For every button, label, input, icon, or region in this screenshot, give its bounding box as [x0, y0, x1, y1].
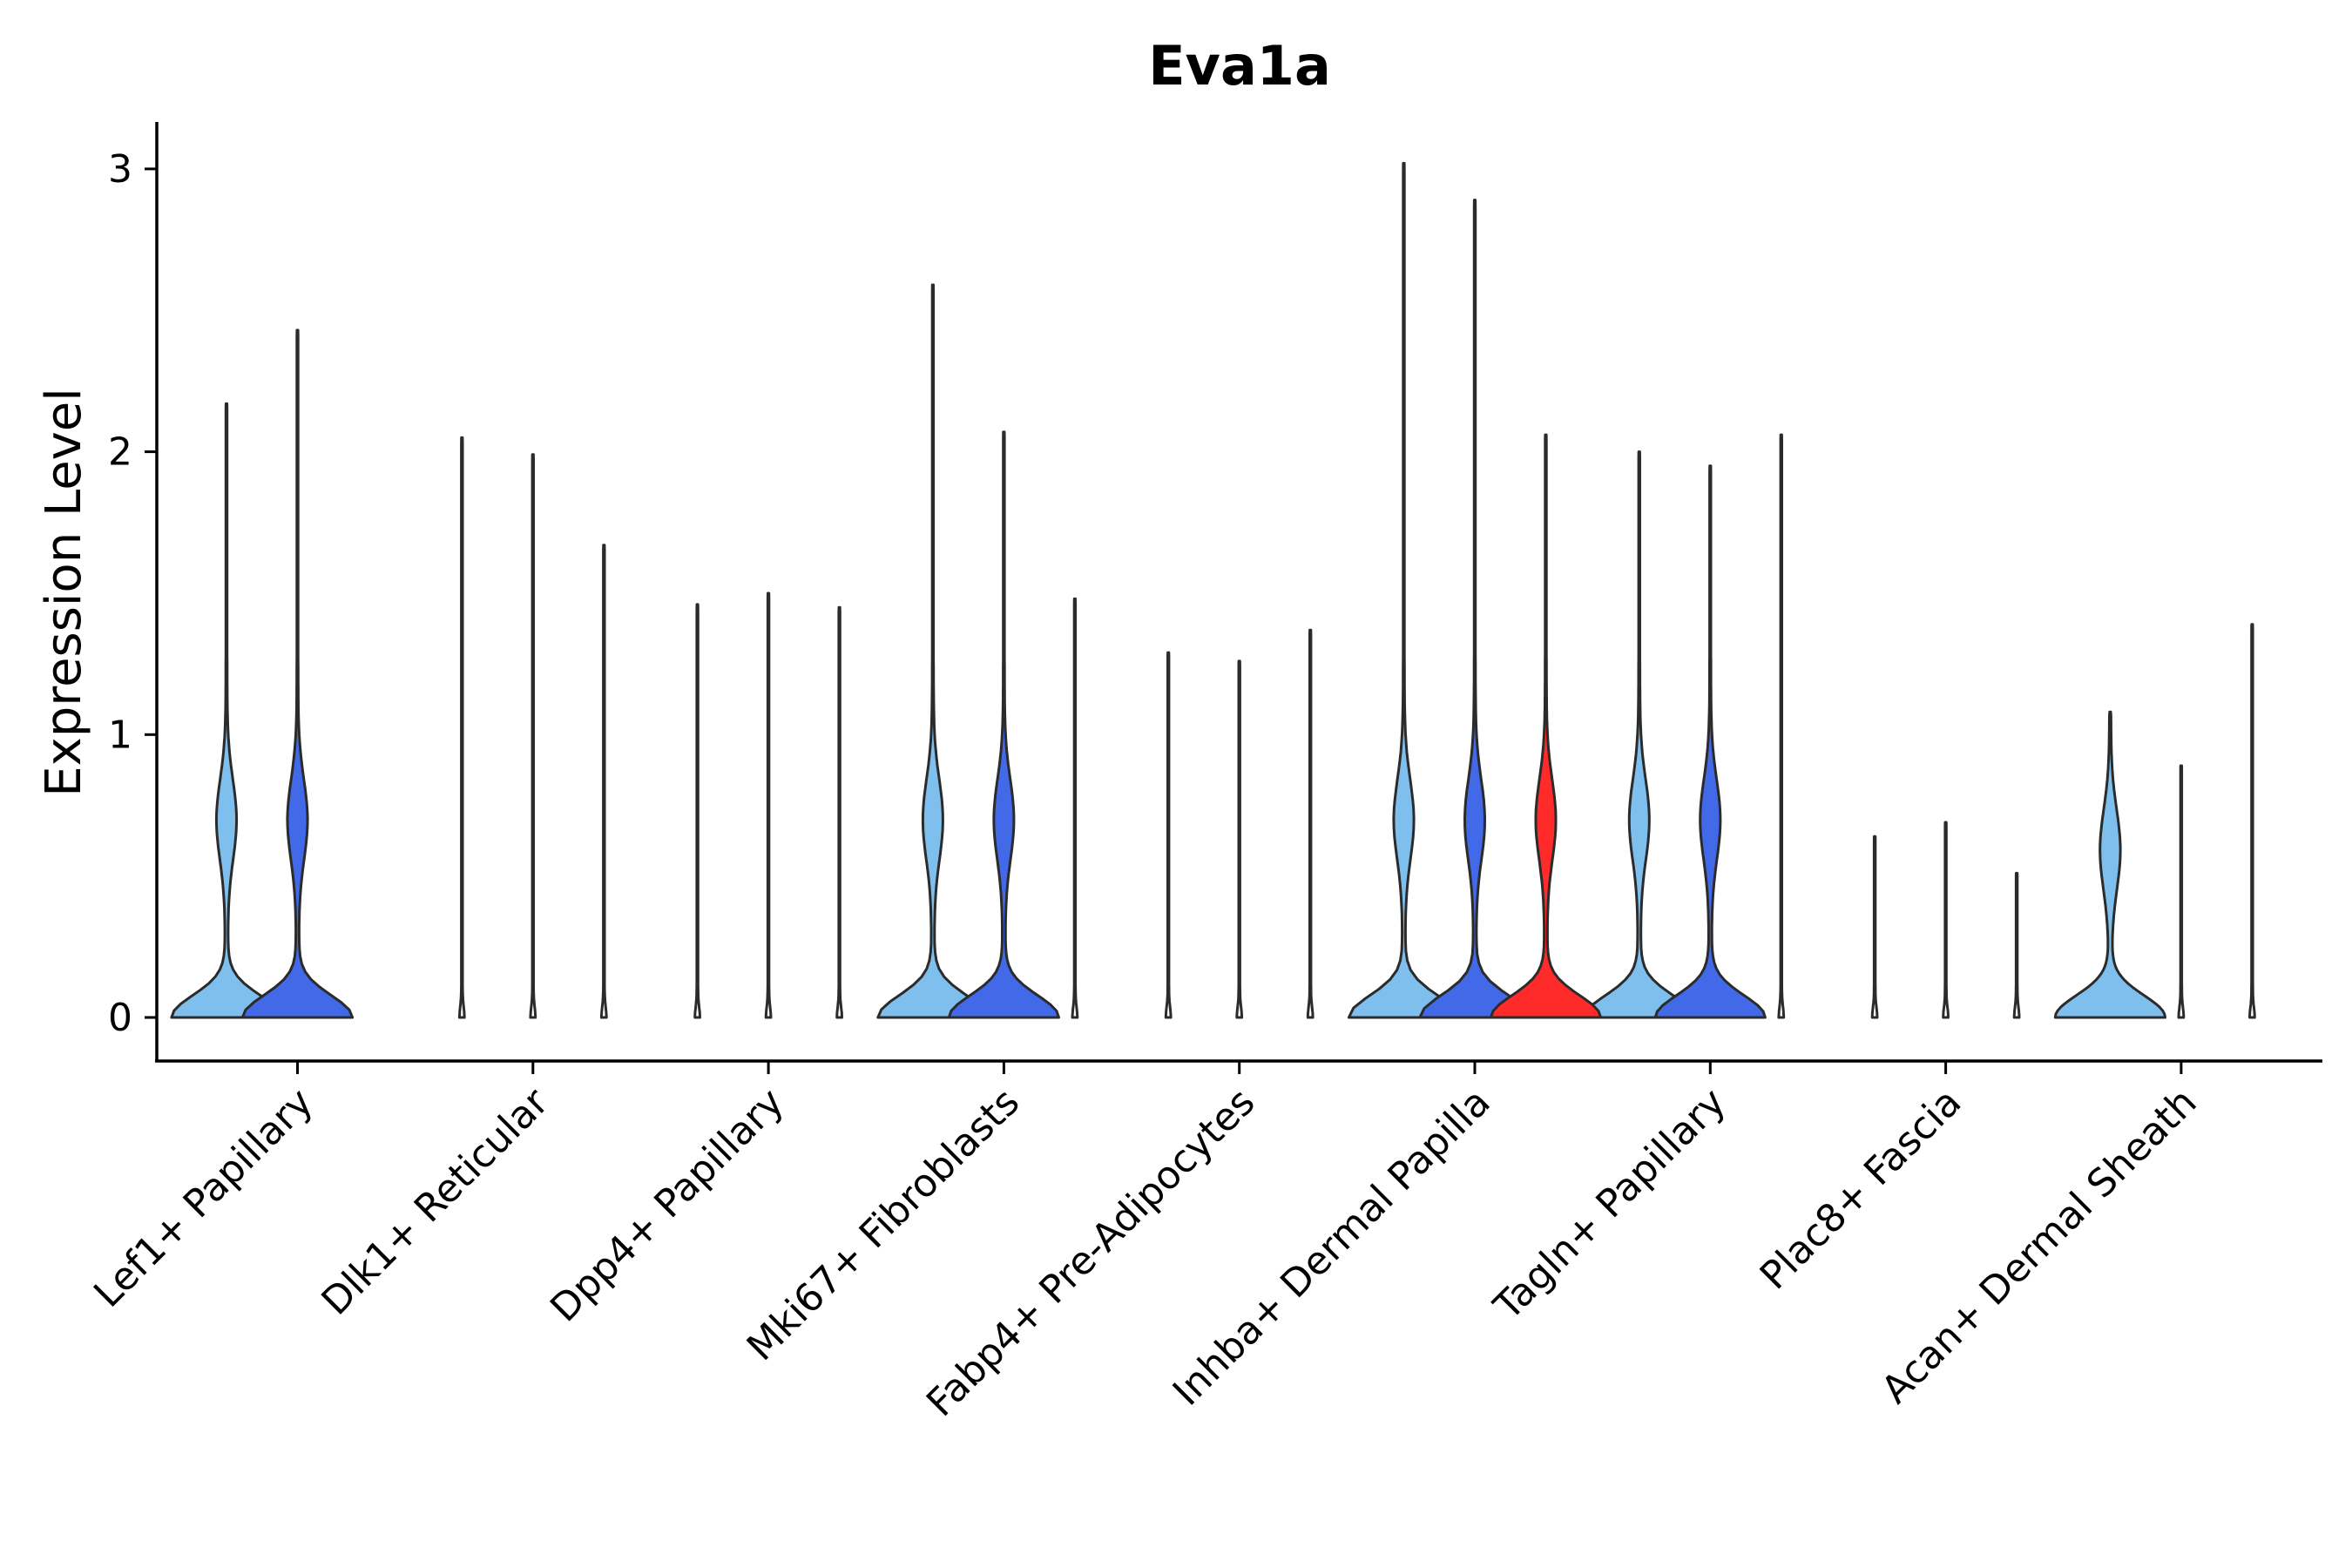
violin-sample_1-7 [1870, 835, 1879, 1019]
violin-sample_2-7 [1942, 821, 1950, 1019]
violin-sample_1-0 [170, 402, 283, 1019]
violin-sample_3-3 [1071, 597, 1079, 1019]
y-tick-label: 3 [108, 147, 132, 192]
violin-sample_1-4 [1164, 651, 1173, 1019]
y-tick-label: 0 [108, 996, 132, 1040]
y-tick-label: 1 [108, 713, 132, 757]
x-tick-label: Tagln+ Papillary [1485, 1080, 1734, 1329]
x-tick-label: Plac8+ Fascia [1752, 1080, 1970, 1299]
y-axis-label: Expression Level [36, 388, 92, 797]
violin-sample_1-2 [693, 603, 701, 1019]
violins-layer [170, 161, 2256, 1019]
violin-sample_2-5 [1418, 199, 1531, 1019]
violin-sample_2-8 [2177, 764, 2186, 1019]
violin-sample_2-0 [240, 328, 355, 1019]
violin-sample_2-3 [947, 430, 1060, 1019]
violin-sample_2-1 [529, 453, 537, 1019]
violin-sample_3-7 [2012, 871, 2021, 1019]
violin-sample_1-6 [1583, 450, 1696, 1019]
y-axis-ticks: 0 1 2 3 [108, 147, 157, 1040]
violin-sample_3-4 [1306, 628, 1315, 1019]
violin-sample_2-4 [1235, 659, 1244, 1019]
chart-title: Eva1a [1148, 34, 1331, 98]
x-tick-label: Lef1+ Papillary [85, 1080, 321, 1316]
x-tick-label: Dpp4+ Papillary [542, 1080, 793, 1331]
violin-sample_2-2 [764, 591, 773, 1019]
x-tick-label: Dlk1+ Reticular [314, 1079, 558, 1324]
violin-sample_1-8 [2053, 710, 2166, 1019]
y-tick-label: 2 [108, 430, 132, 475]
violin-sample_3-8 [2248, 623, 2256, 1019]
violin-sample_1-5 [1347, 161, 1461, 1019]
violin-sample_1-3 [876, 283, 990, 1019]
violin-sample_3-5 [1489, 433, 1603, 1019]
x-tick-label: Mki67+ Fibroblasts [739, 1080, 1028, 1369]
violin-sample_3-1 [599, 544, 608, 1019]
violin-sample_1-1 [457, 436, 466, 1019]
violin-sample_2-6 [1653, 464, 1767, 1019]
violin-sample_3-6 [1777, 433, 1786, 1019]
violin-sample_3-2 [835, 605, 843, 1019]
